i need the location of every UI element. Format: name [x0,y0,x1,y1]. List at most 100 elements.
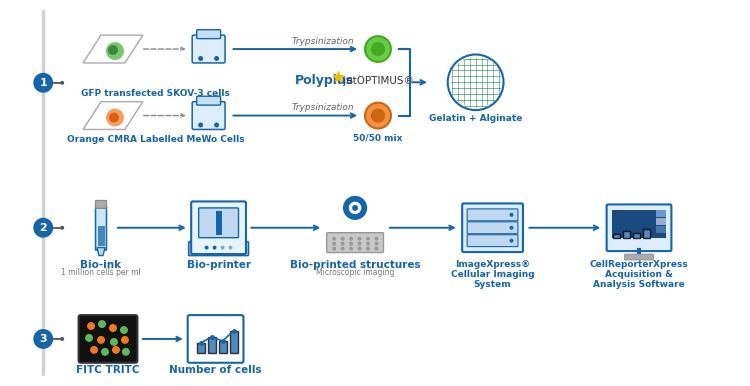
FancyBboxPatch shape [643,229,650,238]
Polygon shape [83,35,142,63]
Circle shape [60,226,64,230]
Circle shape [348,201,362,215]
Circle shape [366,237,370,240]
Circle shape [198,56,203,61]
FancyBboxPatch shape [623,231,630,238]
FancyBboxPatch shape [607,205,671,251]
Text: ImageXpress®
Cellular Imaging
System: ImageXpress® Cellular Imaging System [451,259,535,290]
FancyBboxPatch shape [215,211,221,235]
Circle shape [33,218,53,238]
Circle shape [85,334,93,342]
Circle shape [509,226,514,230]
Text: Bio-printed structures: Bio-printed structures [290,259,421,269]
Text: 2: 2 [39,223,47,233]
Circle shape [101,348,109,356]
Polygon shape [346,211,364,221]
FancyBboxPatch shape [467,222,518,234]
Text: GFP transfected SKOV-3 cells: GFP transfected SKOV-3 cells [82,89,230,98]
Circle shape [214,56,219,61]
Text: Number of cells: Number of cells [170,365,262,375]
Circle shape [120,326,128,334]
FancyBboxPatch shape [98,226,104,245]
FancyBboxPatch shape [196,96,220,105]
Text: jetOPTIMUS®: jetOPTIMUS® [340,76,414,86]
Circle shape [205,245,209,250]
Circle shape [33,73,53,93]
Text: 1 million cells per ml: 1 million cells per ml [62,268,141,278]
Circle shape [365,36,391,62]
Polygon shape [97,247,105,256]
Text: Bio-printer: Bio-printer [187,259,250,269]
FancyBboxPatch shape [656,226,666,233]
Circle shape [110,338,118,346]
Circle shape [98,320,106,328]
FancyBboxPatch shape [192,35,225,63]
Text: Bio-ink: Bio-ink [80,259,122,269]
Circle shape [349,237,353,240]
FancyBboxPatch shape [196,30,220,39]
Circle shape [106,108,124,127]
Circle shape [448,54,503,110]
Circle shape [220,245,224,250]
FancyBboxPatch shape [327,233,383,252]
Circle shape [33,329,53,349]
Text: Orange CMRA Labelled MeWo Cells: Orange CMRA Labelled MeWo Cells [67,135,244,144]
Circle shape [340,237,344,240]
Circle shape [349,247,353,251]
FancyBboxPatch shape [656,210,666,217]
Text: CellReporterXpress
Acquisition &
Analysis Software: CellReporterXpress Acquisition & Analysi… [590,259,688,290]
Circle shape [109,113,119,122]
FancyBboxPatch shape [613,234,620,238]
Circle shape [97,336,105,344]
FancyBboxPatch shape [208,337,215,353]
Circle shape [358,242,362,245]
FancyBboxPatch shape [189,242,248,256]
Circle shape [229,245,232,250]
FancyBboxPatch shape [95,200,106,208]
Text: Trypsinization: Trypsinization [292,37,355,46]
Circle shape [374,237,379,240]
Circle shape [358,237,362,240]
FancyBboxPatch shape [656,218,666,225]
FancyBboxPatch shape [192,102,225,129]
Circle shape [121,336,129,344]
Circle shape [332,247,336,251]
FancyBboxPatch shape [196,343,205,353]
Circle shape [342,195,368,221]
Circle shape [109,324,117,332]
Circle shape [365,103,391,129]
FancyBboxPatch shape [218,341,226,353]
FancyBboxPatch shape [95,205,106,250]
FancyBboxPatch shape [633,233,640,238]
Circle shape [366,242,370,245]
FancyBboxPatch shape [467,235,518,247]
Circle shape [332,237,336,240]
Circle shape [214,122,219,127]
Circle shape [87,322,95,330]
Text: Polyplus: Polyplus [296,74,355,87]
Text: 1: 1 [39,78,47,88]
Circle shape [212,245,217,250]
Circle shape [374,247,379,251]
Text: FITC TRITC: FITC TRITC [76,365,140,375]
Circle shape [108,45,118,55]
FancyBboxPatch shape [625,254,653,260]
Circle shape [340,242,344,245]
FancyBboxPatch shape [79,315,137,363]
Circle shape [509,239,514,243]
Circle shape [370,108,385,123]
Circle shape [60,337,64,341]
Circle shape [106,42,124,60]
Circle shape [122,348,130,356]
Circle shape [358,247,362,251]
FancyBboxPatch shape [191,201,246,254]
Circle shape [60,81,64,85]
Circle shape [370,42,385,56]
FancyBboxPatch shape [199,208,238,238]
FancyBboxPatch shape [462,203,523,252]
FancyBboxPatch shape [188,315,244,363]
Circle shape [90,346,98,354]
Circle shape [112,346,120,354]
FancyBboxPatch shape [230,331,238,353]
Circle shape [349,242,353,245]
